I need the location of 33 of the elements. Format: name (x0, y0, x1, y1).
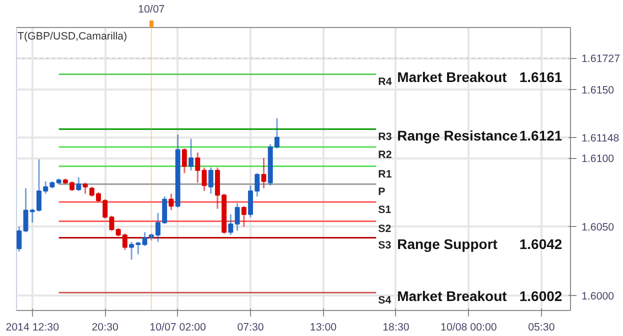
series-label: S2 (378, 223, 392, 236)
text: 2014 12:30 (6, 322, 60, 334)
x-tick-label: 18:30 (382, 322, 410, 334)
y-tick-label: 1.6000 (582, 290, 614, 302)
annotation: Range Support (397, 236, 498, 252)
x-tick-label: 13:00 (310, 322, 337, 334)
series-label: R4 (378, 76, 392, 88)
series-label: S3 (378, 240, 392, 252)
y-tick-label: 1.6050 (582, 222, 614, 234)
x-tick-label: 10/08 00:00 (440, 322, 497, 334)
y-tick-label: 1.61148 (582, 132, 620, 145)
annotation: 1.6002 (519, 288, 562, 304)
ref-line-label: 10/07 (138, 4, 165, 16)
series-label: S1 (378, 204, 392, 216)
y-tick-label: 1.6100 (582, 153, 614, 166)
x-tick-label: 07:30 (237, 322, 264, 334)
series-label: R1 (378, 168, 392, 180)
chart-title: T(GBP/USD,Camarilla) (18, 30, 128, 42)
annotation: 1.6161 (519, 69, 562, 86)
annotation: Market Breakout (397, 288, 508, 304)
x-tick-label: 20:30 (92, 322, 118, 334)
y-tick-label: 1.6150 (582, 84, 614, 96)
annotation: Market Breakout (397, 69, 508, 86)
series-label: R3 (378, 131, 392, 144)
series-label: P (378, 186, 386, 198)
series-label: R2 (378, 149, 392, 162)
annotation: 1.6042 (519, 236, 562, 252)
annotation: Range Resistance (397, 127, 518, 144)
series-label: S4 (378, 294, 392, 307)
y-tick-label: 1.61727 (582, 53, 620, 66)
annotation: 1.6121 (519, 127, 562, 144)
x-tick-label: 10/07 02:00 (150, 322, 206, 334)
x-tick-label: 05:30 (528, 322, 555, 334)
